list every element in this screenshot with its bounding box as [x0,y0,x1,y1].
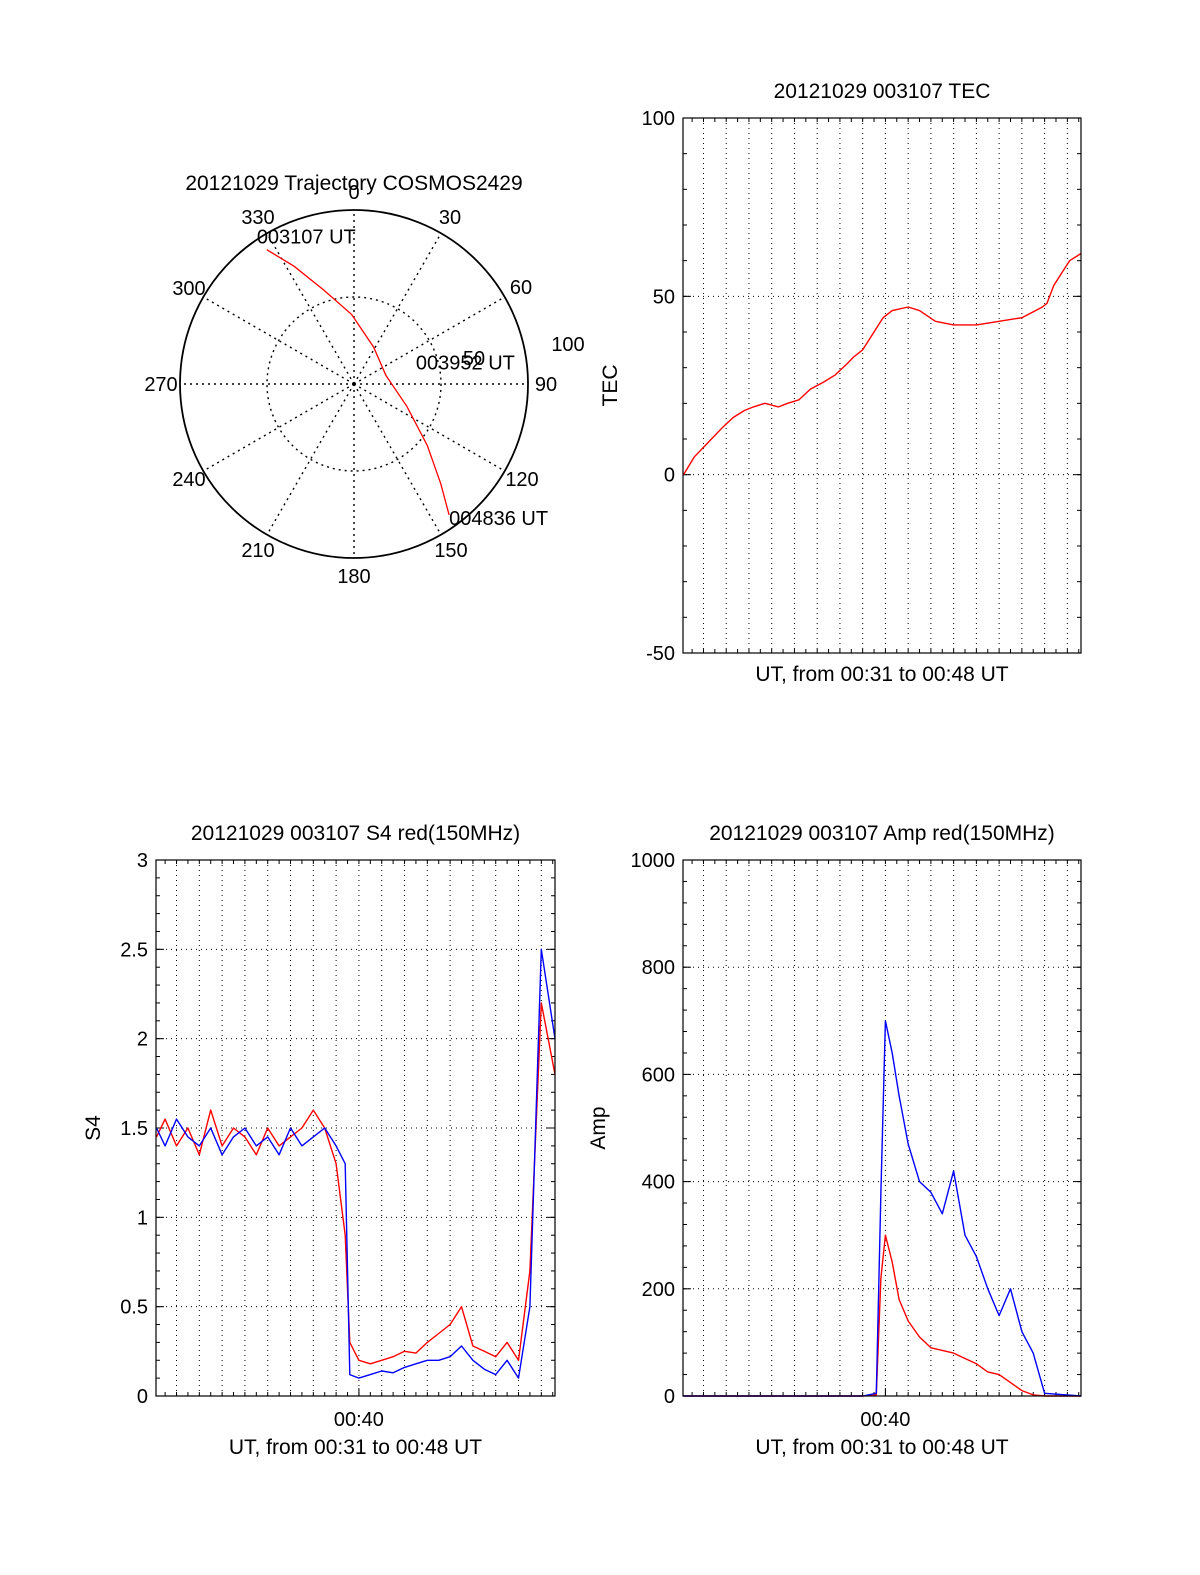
polar-angle-label: 150 [434,540,467,562]
y-tick-label: 1 [137,1207,148,1229]
chart-panel-1: -50 0 50 100 20121029 003107 TEC UT, from 00:… [599,80,1082,686]
polar-title: 20121029 Trajectory COSMOS2429 [185,172,522,195]
series-line-1 [683,1020,1082,1397]
chart-title: 20121029 003107 S4 red(150MHz) [191,822,520,845]
chart-title: 20121029 003107 Amp red(150MHz) [709,822,1055,845]
polar-angle-label: 210 [241,540,274,562]
y-tick-label: 0 [137,1386,148,1408]
y-axis-label: Amp [587,1106,610,1149]
polar-angle-label: 30 [439,207,461,229]
y-tick-label: 200 [642,1279,675,1301]
polar-angle-label: 330 [241,207,274,229]
y-tick-label: 1.5 [120,1118,148,1140]
polar-spoke [353,383,506,472]
polar-angle-label: 180 [337,566,370,588]
polar-angle-label: 120 [505,469,538,491]
polar-radial-label: 100 [551,334,584,356]
polar-angle-label: 60 [510,277,532,299]
polar-inner-circle [266,296,442,472]
y-tick-label: 100 [642,108,675,130]
y-axis-label: TEC [599,365,622,407]
series-line-0 [683,1234,1081,1397]
time-annotation: 003952 UT [416,352,515,374]
y-tick-label: 2.5 [120,939,148,961]
y-tick-label: 1000 [631,850,676,872]
y-tick-label: 800 [642,957,675,979]
x-tick-label: 00:40 [334,1409,384,1431]
y-axis-label: S4 [82,1115,105,1141]
polar-radial-label: 50 [463,348,485,370]
trajectory-line [266,249,450,516]
plot-frame [682,859,1082,1397]
plot-frame [155,859,556,1397]
chart-title: 20121029 003107 TEC [774,80,991,103]
series-line-0 [155,1002,556,1365]
series-line-1 [155,948,556,1379]
polar-angle-label: 300 [172,278,205,300]
y-tick-label: 0 [664,465,675,487]
x-tick-label: 00:40 [860,1409,910,1431]
y-tick-label: 50 [653,286,675,308]
y-tick-label: 2 [137,1029,148,1051]
polar-angle-label: 90 [535,374,557,396]
x-axis-label: UT, from 00:31 to 00:48 UT [229,1436,482,1459]
polar-spoke [266,232,355,385]
x-axis-label: UT, from 00:31 to 00:48 UT [755,1436,1008,1459]
polar-outer-circle [179,209,529,559]
y-tick-label: 0.5 [120,1297,148,1319]
series-line-0 [682,252,1082,476]
plot-frame [682,117,1082,654]
polar-spoke [353,296,506,385]
chart-panel-2: 0 0.5 1 1.5 2 2.5 3 00:40 20121029 003107 S4 red… [82,822,556,1459]
time-annotation: 003107 UT [257,227,356,249]
polar-spoke [202,296,355,385]
y-tick-label: 3 [137,850,148,872]
polar-angle-label: 270 [144,374,177,396]
polar-angle-label: 240 [172,469,205,491]
chart-panel-3: 0 200 400 600 800 1000 00:40 20121029 003107 Am… [587,822,1082,1459]
polar-spoke [353,232,442,385]
x-axis-label: UT, from 00:31 to 00:48 UT [755,663,1008,686]
polar-angle-label: 0 [348,182,359,204]
time-annotation: 004836 UT [449,508,548,530]
polar-spoke [202,383,355,472]
y-tick-label: 600 [642,1064,675,1086]
polar-spoke [353,383,442,536]
y-tick-label: 400 [642,1172,675,1194]
y-tick-label: -50 [646,643,675,665]
polar-spoke [266,383,355,536]
y-tick-label: 0 [664,1386,675,1408]
